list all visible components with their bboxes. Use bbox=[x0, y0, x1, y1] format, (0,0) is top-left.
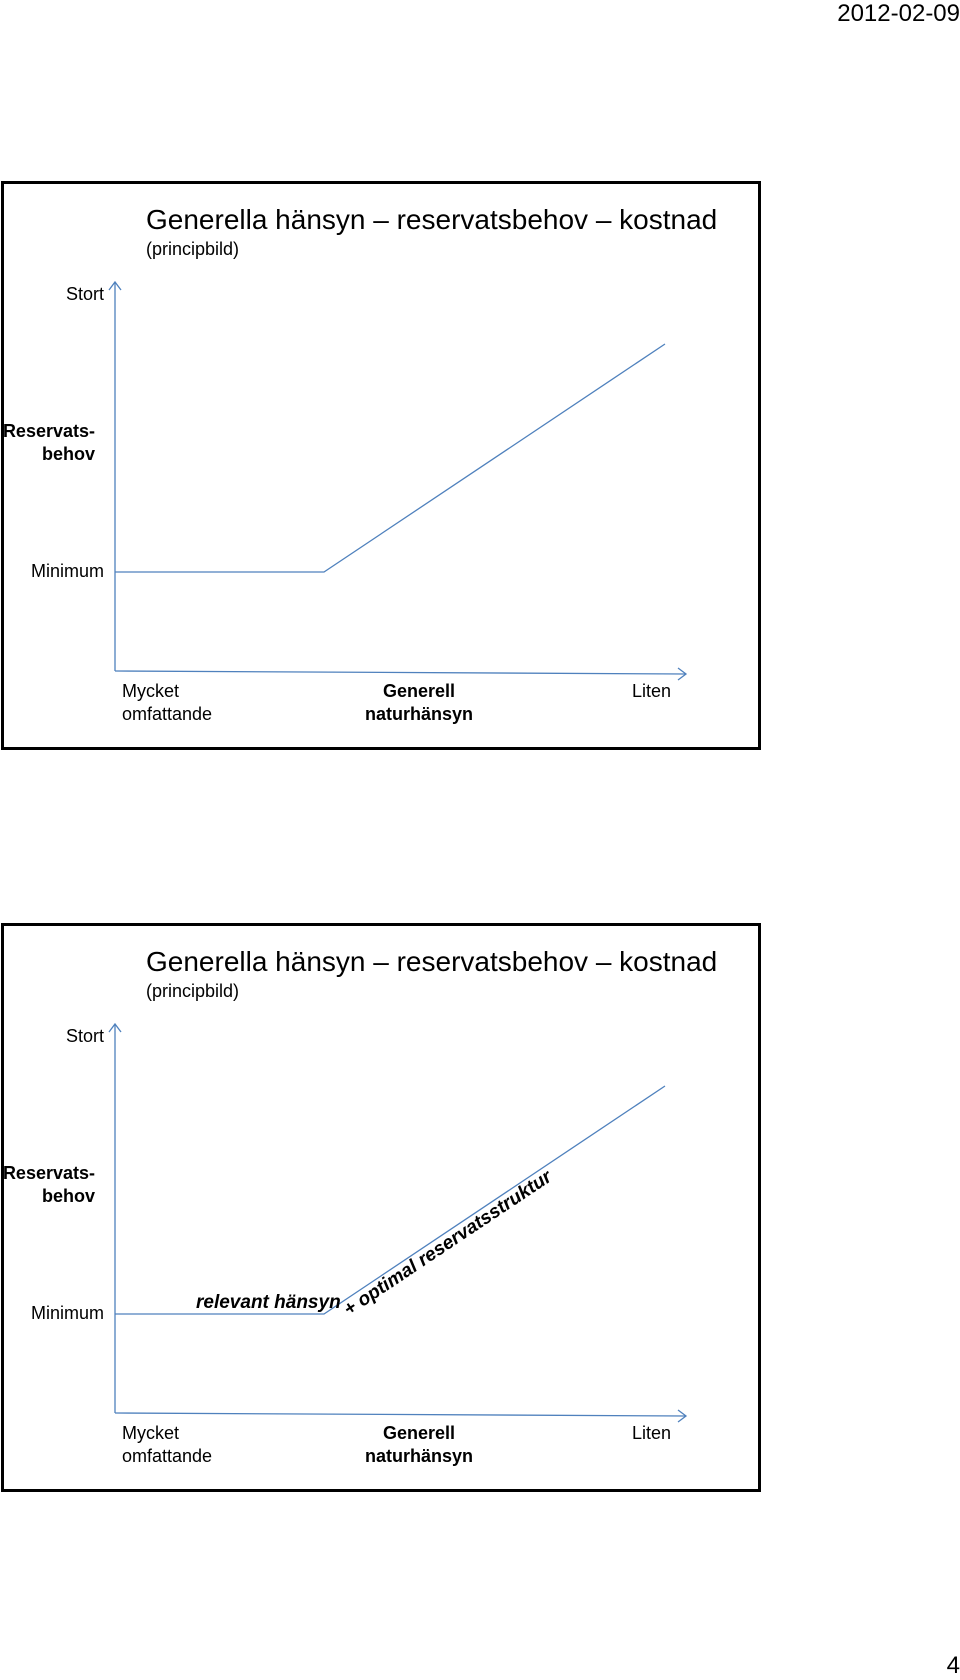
slide-subtitle: (principbild) bbox=[146, 239, 240, 259]
y-axis-arrowhead bbox=[108, 280, 122, 291]
y-axis-label-2: behov bbox=[41, 1186, 95, 1206]
x-left-label-2: omfattande bbox=[122, 1446, 213, 1466]
principle-chart bbox=[108, 280, 688, 681]
x-axis-label-2: naturhänsyn bbox=[364, 1446, 474, 1466]
x-axis-label-1: Generell bbox=[382, 1423, 456, 1443]
slide-title: Generella hänsyn – reservatsbehov – kost… bbox=[146, 204, 718, 235]
x-axis-label-1: Generell bbox=[382, 681, 456, 701]
y-axis-label-1: Reservats- bbox=[2, 421, 95, 441]
reserve-need-line bbox=[115, 343, 666, 573]
date-stamp: 2012-02-09 bbox=[837, 0, 960, 27]
annotation-relevant-hansyn: relevant hänsyn bbox=[196, 1292, 341, 1313]
x-right-label: Liten bbox=[632, 681, 672, 701]
reserve-need-line bbox=[115, 1085, 666, 1315]
page-number: 4 bbox=[946, 1652, 960, 1679]
slide-2: Generella hänsyn – reservatsbehov – kost… bbox=[1, 923, 761, 1492]
y-top-label: Stort bbox=[66, 1026, 105, 1046]
slide-subtitle: (principbild) bbox=[146, 981, 240, 1001]
principle-chart bbox=[108, 1022, 688, 1423]
x-axis-arrowhead bbox=[677, 1409, 688, 1423]
slide-title: Generella hänsyn – reservatsbehov – kost… bbox=[146, 946, 718, 977]
x-right-label: Liten bbox=[632, 1423, 672, 1443]
y-axis-label-1: Reservats- bbox=[2, 1163, 95, 1183]
y-top-label: Stort bbox=[66, 284, 105, 304]
x-axis bbox=[114, 670, 687, 675]
x-axis-label-2: naturhänsyn bbox=[364, 704, 474, 724]
x-left-label-2: omfattande bbox=[122, 704, 213, 724]
x-axis bbox=[114, 1412, 687, 1417]
x-left-label-1: Mycket bbox=[122, 1423, 180, 1443]
slide-1: Generella hänsyn – reservatsbehov – kost… bbox=[1, 181, 761, 750]
y-min-label: Minimum bbox=[31, 1303, 105, 1323]
y-axis-arrowhead bbox=[108, 1022, 122, 1033]
y-min-label: Minimum bbox=[31, 561, 105, 581]
x-axis-arrowhead bbox=[677, 667, 688, 681]
y-axis-label-2: behov bbox=[41, 444, 95, 464]
x-left-label-1: Mycket bbox=[122, 681, 180, 701]
